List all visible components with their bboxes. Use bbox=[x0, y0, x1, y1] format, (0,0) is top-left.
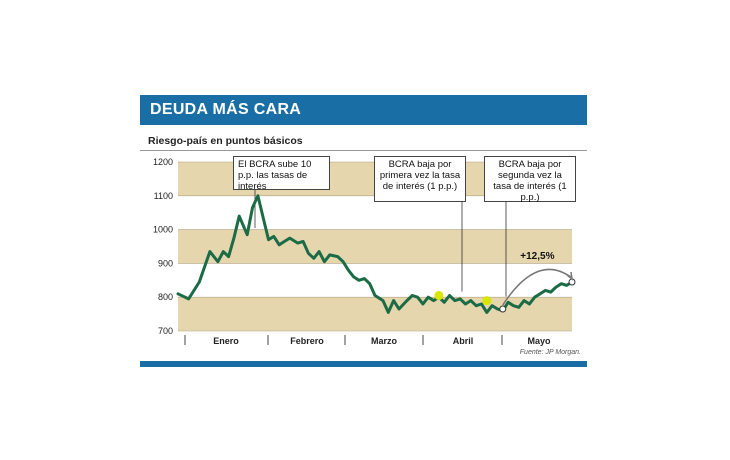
y-tick-label: 700 bbox=[158, 326, 173, 336]
plot-area: 700 800 900 1000 1100 1200 Enero Febrero Marzo Ab… bbox=[153, 157, 576, 346]
subtitle-rule bbox=[140, 150, 587, 151]
grid-band bbox=[178, 297, 572, 331]
y-tick-label: 800 bbox=[158, 292, 173, 302]
source-note: Fuente: JP Morgan. bbox=[519, 349, 581, 356]
x-tick-label: Mayo bbox=[527, 336, 551, 346]
data-marker bbox=[499, 305, 507, 313]
series-line bbox=[176, 194, 574, 314]
change-arrowhead bbox=[566, 271, 574, 281]
grid-band bbox=[178, 229, 572, 264]
change-label: +12,5% bbox=[520, 251, 554, 262]
y-tick-label: 1100 bbox=[154, 191, 173, 201]
annotation-rate-hike: El BCRA sube 10 p.p. las tasas de interé… bbox=[233, 156, 330, 192]
x-tick-label: Abril bbox=[453, 336, 474, 346]
x-tick-label: Febrero bbox=[290, 336, 324, 346]
change-arc bbox=[502, 268, 573, 306]
x-tick-label: Enero bbox=[213, 336, 239, 346]
data-marker bbox=[482, 296, 492, 306]
annotation-first-cut: BCRA baja por primera vez la tasa de int… bbox=[374, 156, 466, 202]
annotation-second-cut: BCRA baja por segunda vez la tasa de int… bbox=[484, 156, 576, 203]
y-tick-label: 1200 bbox=[153, 157, 173, 167]
x-tick-label: Marzo bbox=[371, 336, 398, 346]
y-tick-label: 1000 bbox=[153, 225, 173, 235]
chart-graphic: DEUDA MÁS CARA Riesgo-país en puntos bás… bbox=[140, 95, 587, 367]
chart-title: DEUDA MÁS CARA bbox=[150, 101, 302, 118]
y-tick-label: 900 bbox=[158, 258, 173, 268]
data-marker bbox=[434, 291, 444, 301]
title-bar: DEUDA MÁS CARA bbox=[140, 95, 587, 125]
chart-subtitle: Riesgo-país en puntos básicos bbox=[148, 135, 303, 147]
bottom-bar bbox=[140, 361, 587, 367]
